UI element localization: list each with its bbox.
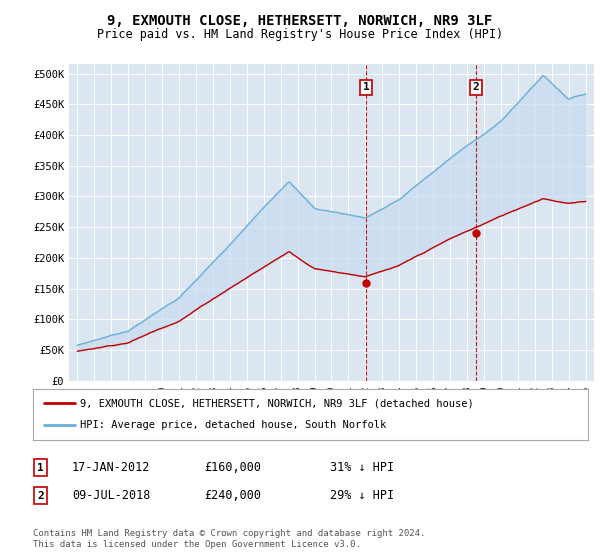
Text: 1: 1 <box>362 82 370 92</box>
Text: 31% ↓ HPI: 31% ↓ HPI <box>330 461 394 474</box>
Text: 2: 2 <box>472 82 479 92</box>
Text: 17-JAN-2012: 17-JAN-2012 <box>72 461 151 474</box>
Text: HPI: Average price, detached house, South Norfolk: HPI: Average price, detached house, Sout… <box>80 421 386 431</box>
Text: Price paid vs. HM Land Registry's House Price Index (HPI): Price paid vs. HM Land Registry's House … <box>97 28 503 41</box>
Text: 1: 1 <box>37 463 44 473</box>
Text: 2: 2 <box>37 491 44 501</box>
Text: 9, EXMOUTH CLOSE, HETHERSETT, NORWICH, NR9 3LF: 9, EXMOUTH CLOSE, HETHERSETT, NORWICH, N… <box>107 14 493 28</box>
Text: 9, EXMOUTH CLOSE, HETHERSETT, NORWICH, NR9 3LF (detached house): 9, EXMOUTH CLOSE, HETHERSETT, NORWICH, N… <box>80 398 474 408</box>
Text: £240,000: £240,000 <box>204 489 261 502</box>
Text: 29% ↓ HPI: 29% ↓ HPI <box>330 489 394 502</box>
Text: £160,000: £160,000 <box>204 461 261 474</box>
Text: 09-JUL-2018: 09-JUL-2018 <box>72 489 151 502</box>
Text: Contains HM Land Registry data © Crown copyright and database right 2024.
This d: Contains HM Land Registry data © Crown c… <box>33 529 425 549</box>
